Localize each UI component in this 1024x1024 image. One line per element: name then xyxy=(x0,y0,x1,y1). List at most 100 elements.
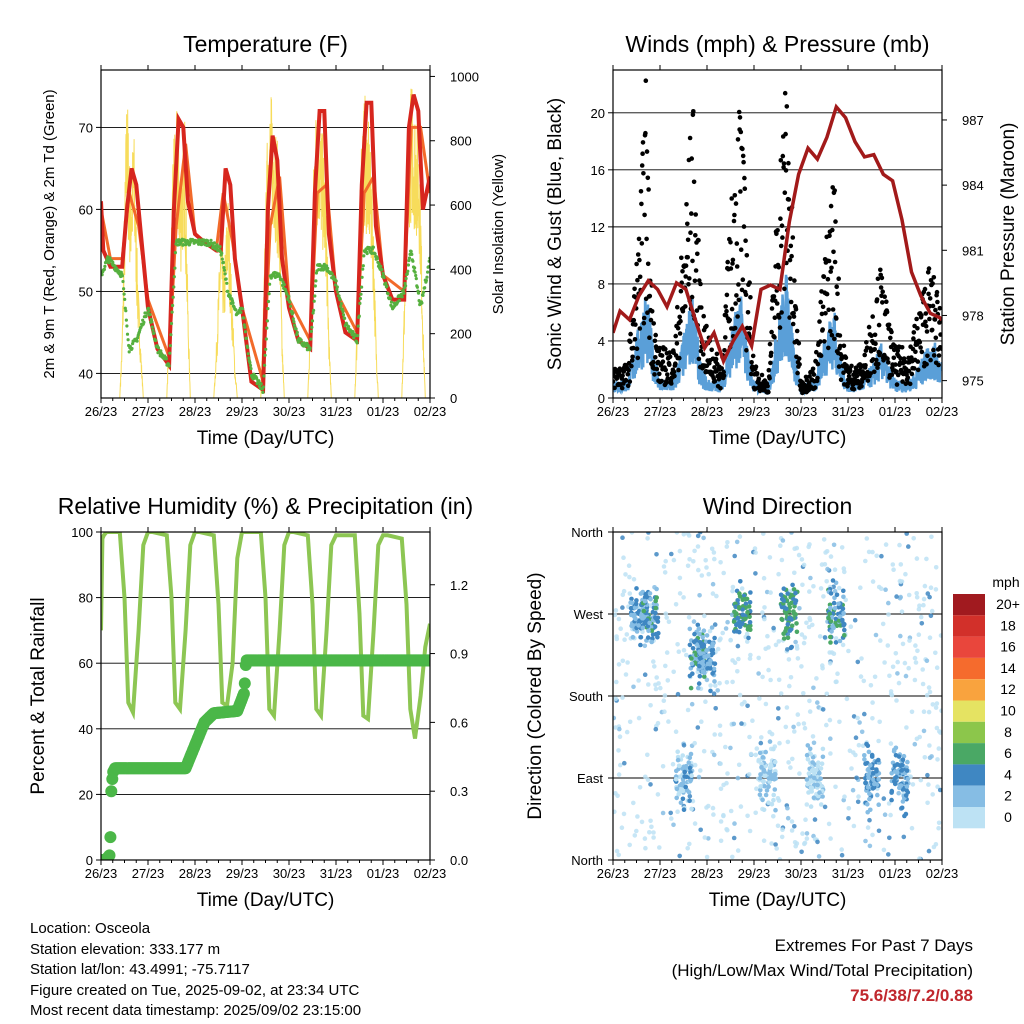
gust-point xyxy=(848,368,853,374)
direction-point xyxy=(927,594,932,600)
dewpoint-point xyxy=(268,282,272,286)
direction-point xyxy=(642,836,648,841)
direction-point xyxy=(881,796,887,801)
legend-swatch xyxy=(953,615,985,637)
dewpoint-point xyxy=(222,266,226,270)
direction-point xyxy=(792,840,798,845)
y-tick-label: 16 xyxy=(591,163,605,178)
direction-point xyxy=(697,663,702,669)
gust-point xyxy=(810,366,816,372)
dewpoint-point xyxy=(356,324,360,328)
dewpoint-point xyxy=(291,311,295,315)
direction-point xyxy=(820,746,826,752)
direction-point xyxy=(694,642,700,647)
direction-point xyxy=(829,629,834,634)
direction-point xyxy=(935,757,940,762)
gust-point xyxy=(719,366,724,371)
direction-point xyxy=(877,719,882,725)
gust-point xyxy=(693,268,699,273)
gust-point xyxy=(741,224,747,229)
gust-point xyxy=(731,218,737,224)
direction-point xyxy=(815,839,820,845)
direction-point xyxy=(799,557,805,562)
dewpoint-point xyxy=(246,352,250,356)
y2-tick-label: 981 xyxy=(962,243,984,258)
direction-point xyxy=(677,591,683,596)
gust-point xyxy=(712,365,717,370)
direction-point xyxy=(930,792,935,797)
direction-point xyxy=(709,625,715,630)
direction-point xyxy=(866,749,872,755)
direction-point xyxy=(746,604,752,609)
direction-point xyxy=(641,608,647,614)
gust-point xyxy=(637,326,643,331)
gust-point xyxy=(701,313,706,319)
direction-point xyxy=(763,792,769,798)
direction-point xyxy=(616,772,622,777)
direction-point xyxy=(810,760,815,765)
direction-point xyxy=(846,648,851,654)
direction-point xyxy=(641,614,647,620)
gust-point xyxy=(675,325,681,331)
direction-point xyxy=(634,586,639,591)
direction-point xyxy=(705,666,710,671)
direction-point xyxy=(828,836,833,841)
direction-point xyxy=(874,769,879,774)
x-tick-label: 31/23 xyxy=(320,866,353,881)
direction-point xyxy=(742,596,748,602)
dewpoint-point xyxy=(377,262,381,266)
direction-point xyxy=(919,621,925,626)
dewpoint-point xyxy=(224,277,228,281)
direction-point xyxy=(771,625,776,631)
gust-point xyxy=(644,236,649,242)
gust-point xyxy=(788,276,793,282)
direction-point xyxy=(841,566,847,571)
direction-point xyxy=(918,777,924,783)
direction-point xyxy=(671,822,676,828)
direction-point xyxy=(807,698,812,704)
gust-point xyxy=(935,299,940,305)
direction-point xyxy=(710,591,716,596)
direction-point xyxy=(865,785,871,790)
direction-point xyxy=(701,535,706,541)
direction-point xyxy=(789,644,794,650)
dewpoint-point xyxy=(150,325,154,329)
gust-point xyxy=(774,231,779,237)
direction-point xyxy=(620,535,625,540)
direction-point xyxy=(759,764,764,770)
y-tick-label: 20 xyxy=(591,106,605,121)
direction-point xyxy=(882,660,887,665)
y-tick-label: 80 xyxy=(79,591,93,606)
direction-point xyxy=(828,634,833,640)
dewpoint-point xyxy=(415,285,419,289)
direction-point xyxy=(713,706,718,711)
y-tick-label: 0 xyxy=(598,391,605,406)
direction-point xyxy=(846,816,851,821)
precip-point xyxy=(237,687,250,700)
direction-point xyxy=(689,701,695,707)
precip-point xyxy=(238,677,251,690)
direction-point xyxy=(639,819,645,825)
direction-point xyxy=(736,605,742,610)
direction-point xyxy=(785,647,790,652)
direction-point xyxy=(924,556,929,562)
direction-point xyxy=(833,636,839,641)
gust-point xyxy=(911,336,916,341)
dewpoint-point xyxy=(257,379,261,383)
station-info: Location: Osceola Station elevation: 333… xyxy=(30,919,361,1022)
direction-point xyxy=(653,615,658,620)
y2-tick-label: 1000 xyxy=(450,69,479,84)
direction-point xyxy=(681,647,687,653)
y-axis-label: Direction (Colored By Speed) xyxy=(525,572,546,819)
dewpoint-point xyxy=(264,347,268,351)
direction-point xyxy=(656,681,661,686)
dewpoint-point xyxy=(359,292,363,296)
gust-point xyxy=(783,168,789,173)
gust-point xyxy=(811,372,817,377)
direction-point xyxy=(862,757,867,762)
direction-point xyxy=(769,731,775,737)
gust-point xyxy=(704,323,709,329)
direction-point xyxy=(876,828,882,834)
direction-point xyxy=(627,574,632,580)
